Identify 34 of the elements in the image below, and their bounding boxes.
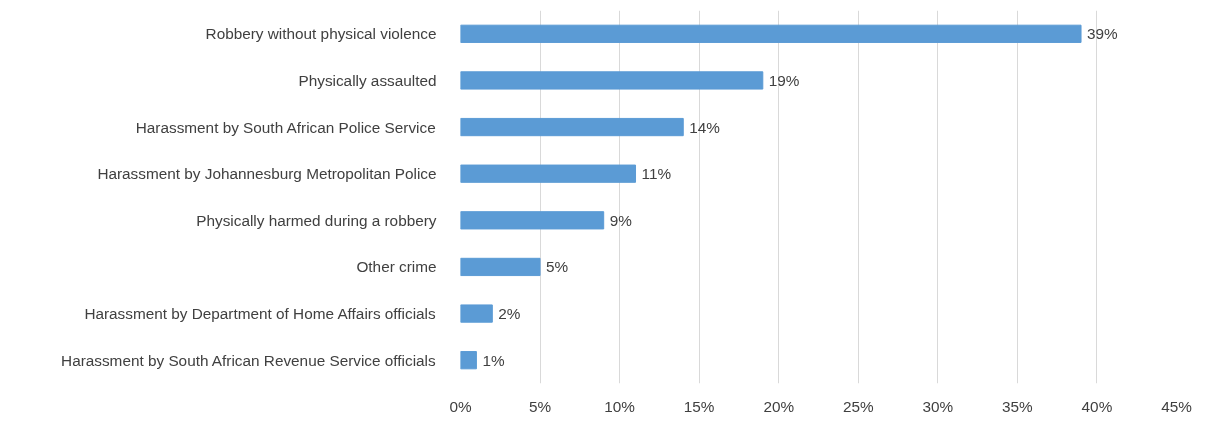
x-tick-label: 15%: [683, 397, 715, 415]
data-label: 11%: [641, 165, 672, 183]
data-label: 39%: [1087, 25, 1119, 43]
bar: [460, 24, 1082, 43]
x-tick-label: 40%: [1081, 397, 1113, 415]
data-label: 19%: [768, 71, 800, 89]
bar: [460, 164, 637, 183]
x-tick-label: 20%: [763, 397, 795, 415]
y-tick-label: Robbery without physical violence: [205, 25, 437, 43]
y-tick-label: Harassment by South African Revenue Service officials: [61, 351, 436, 369]
x-tick-label: 30%: [922, 397, 954, 415]
x-tick-label: 45%: [1161, 397, 1193, 415]
bar: [460, 257, 541, 277]
data-label: 5%: [546, 258, 569, 276]
y-tick-label: Harassment by South African Police Service: [135, 118, 436, 136]
bar: [460, 71, 764, 90]
data-label: 14%: [689, 118, 721, 136]
y-tick-label: Physically harmed during a robbery: [196, 211, 437, 229]
data-label: 2%: [498, 305, 521, 323]
y-tick-label: Physically assaulted: [298, 71, 437, 89]
bar: [460, 117, 684, 137]
bar: [460, 304, 493, 323]
data-label: 9%: [609, 211, 633, 229]
x-tick-label: 25%: [842, 397, 874, 415]
x-tick-label: 0%: [449, 397, 472, 415]
y-tick-label: Other crime: [356, 258, 437, 276]
y-tick-label: Harassment by Johannesburg Metropolitan Police: [97, 165, 437, 183]
y-tick-label: Harassment by Department of Home Affairs officials: [84, 305, 436, 323]
x-tick-label: 10%: [604, 397, 636, 415]
bar: [460, 211, 605, 230]
bar: [460, 351, 477, 370]
data-label: 1%: [482, 351, 505, 369]
x-tick-label: 35%: [1002, 397, 1034, 415]
x-tick-label: 5%: [528, 397, 552, 415]
